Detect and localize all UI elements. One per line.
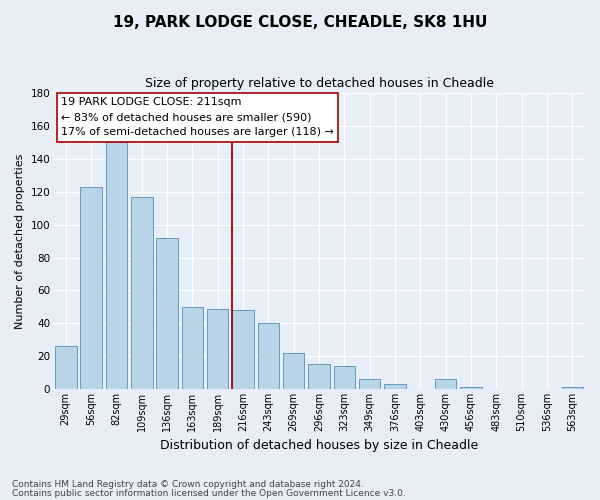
Bar — [131, 196, 152, 389]
Bar — [435, 380, 457, 389]
Text: Contains public sector information licensed under the Open Government Licence v3: Contains public sector information licen… — [12, 490, 406, 498]
Bar — [384, 384, 406, 389]
Bar — [257, 324, 279, 389]
Text: 19, PARK LODGE CLOSE, CHEADLE, SK8 1HU: 19, PARK LODGE CLOSE, CHEADLE, SK8 1HU — [113, 15, 487, 30]
Title: Size of property relative to detached houses in Cheadle: Size of property relative to detached ho… — [145, 78, 494, 90]
Bar — [283, 353, 304, 389]
Bar — [80, 187, 102, 389]
Bar — [182, 307, 203, 389]
Bar — [55, 346, 77, 389]
Text: Contains HM Land Registry data © Crown copyright and database right 2024.: Contains HM Land Registry data © Crown c… — [12, 480, 364, 489]
Bar — [308, 364, 330, 389]
Bar — [207, 308, 229, 389]
X-axis label: Distribution of detached houses by size in Cheadle: Distribution of detached houses by size … — [160, 440, 478, 452]
Y-axis label: Number of detached properties: Number of detached properties — [15, 154, 25, 329]
Bar — [157, 238, 178, 389]
Text: 19 PARK LODGE CLOSE: 211sqm
← 83% of detached houses are smaller (590)
17% of se: 19 PARK LODGE CLOSE: 211sqm ← 83% of det… — [61, 98, 334, 137]
Bar — [334, 366, 355, 389]
Bar — [562, 388, 583, 389]
Bar — [106, 142, 127, 389]
Bar — [460, 388, 482, 389]
Bar — [359, 380, 380, 389]
Bar — [232, 310, 254, 389]
